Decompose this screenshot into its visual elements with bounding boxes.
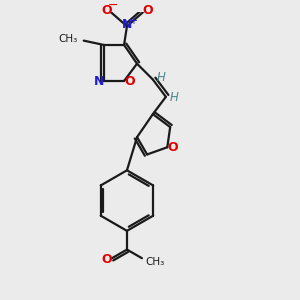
Text: N: N [122,18,132,31]
Text: CH₃: CH₃ [58,34,77,44]
Text: +: + [129,16,137,26]
Text: N: N [94,75,104,88]
Text: O: O [168,141,178,154]
Text: O: O [101,253,112,266]
Text: CH₃: CH₃ [146,257,165,267]
Text: O: O [142,4,153,17]
Text: O: O [101,4,112,17]
Text: H: H [157,71,165,84]
Text: O: O [124,75,135,88]
Text: −: − [107,0,118,12]
Text: H: H [169,91,178,104]
